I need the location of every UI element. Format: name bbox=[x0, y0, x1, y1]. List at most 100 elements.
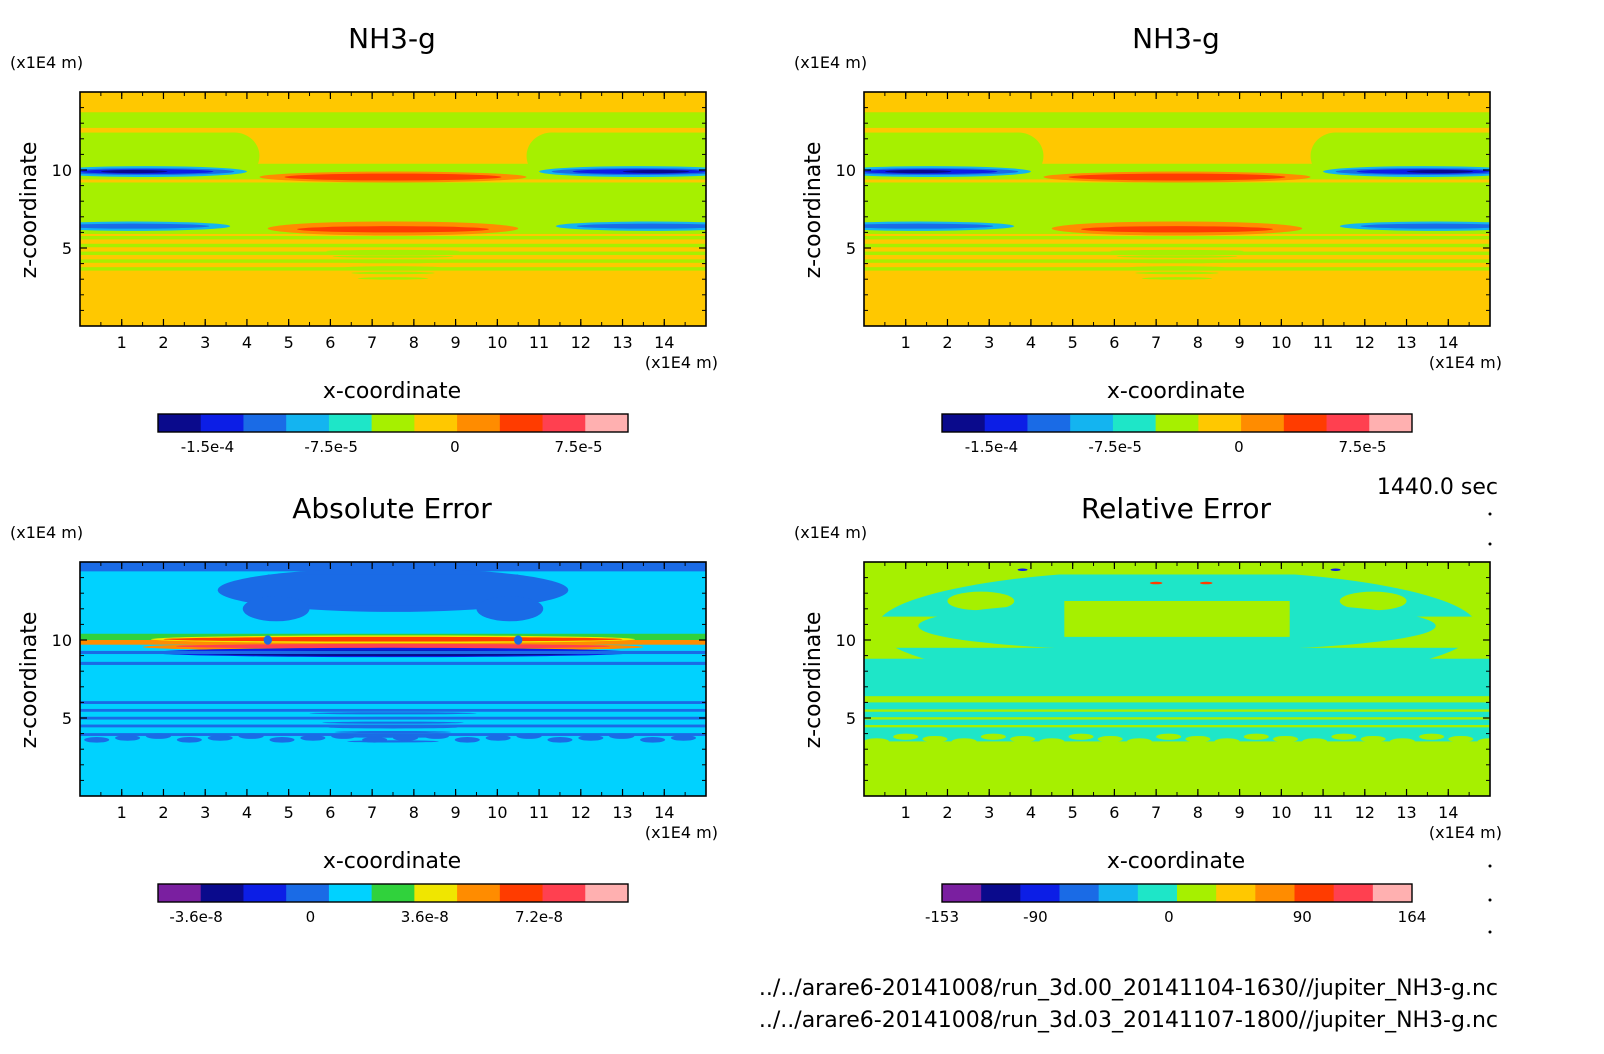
x-tick-label: 5 bbox=[284, 333, 294, 352]
x-unit-label: (x1E4 m) bbox=[1429, 823, 1502, 842]
contour-blob bbox=[80, 223, 210, 229]
contour-blob bbox=[578, 735, 604, 741]
x-tick-label: 7 bbox=[367, 803, 377, 822]
colorbar-swatch bbox=[1137, 884, 1178, 902]
contour-field bbox=[80, 92, 706, 326]
contour-blob bbox=[1406, 170, 1474, 174]
x-tick-label: 14 bbox=[1438, 803, 1458, 822]
colorbar-swatch bbox=[1177, 884, 1217, 902]
contour-blob bbox=[84, 737, 110, 743]
colorbar-label: 3.6e-8 bbox=[401, 908, 449, 926]
contour-blob bbox=[1243, 733, 1269, 740]
colorbar-label: 164 bbox=[1398, 908, 1427, 926]
y-tick-label: 5 bbox=[62, 239, 72, 258]
colorbar-swatch bbox=[499, 884, 544, 902]
x-axis-label: x-coordinate bbox=[1107, 379, 1245, 404]
contour-blob bbox=[485, 735, 511, 741]
x-unit-label: (x1E4 m) bbox=[1429, 353, 1502, 372]
x-tick-label: 6 bbox=[325, 803, 335, 822]
contour-blob bbox=[1448, 735, 1474, 743]
colorbar-label: -153 bbox=[925, 908, 959, 926]
colorbar-swatch bbox=[1255, 884, 1295, 902]
edge-dot bbox=[1488, 512, 1492, 516]
x-tick-label: 6 bbox=[1109, 803, 1119, 822]
contour-blob bbox=[351, 271, 435, 275]
contour-blob bbox=[1017, 568, 1028, 572]
x-tick-label: 9 bbox=[1235, 333, 1245, 352]
colorbar-frame bbox=[941, 883, 1413, 903]
x-tick-label: 14 bbox=[1438, 333, 1458, 352]
x-tick-label: 5 bbox=[1068, 333, 1078, 352]
x-tick-label: 3 bbox=[200, 803, 210, 822]
x-tick-label: 13 bbox=[612, 333, 632, 352]
contour-blob bbox=[176, 737, 202, 743]
x-tick-label: 12 bbox=[1355, 333, 1375, 352]
contour-blob bbox=[1339, 591, 1407, 611]
x-tick-label: 12 bbox=[1355, 803, 1375, 822]
x-tick-label: 6 bbox=[325, 333, 335, 352]
contour-blob bbox=[1331, 733, 1357, 740]
colorbar-swatch bbox=[542, 884, 586, 902]
contour-blob bbox=[1039, 738, 1065, 745]
colorbar-swatch bbox=[1198, 414, 1242, 432]
contour-blob bbox=[622, 170, 690, 174]
colorbar-label: -90 bbox=[1023, 908, 1048, 926]
colorbar-swatch bbox=[1216, 884, 1256, 902]
y-tick-label: 5 bbox=[62, 709, 72, 728]
chart-title: NH3-g bbox=[348, 22, 436, 55]
colorbar-swatch bbox=[1372, 884, 1413, 902]
colorbar-swatch bbox=[328, 884, 373, 902]
colorbar-swatch bbox=[542, 414, 586, 432]
contour-blob bbox=[100, 170, 168, 174]
colorbar-label: 7.5e-5 bbox=[555, 438, 603, 456]
colorbar-swatch bbox=[1070, 414, 1114, 432]
x-unit-label: (x1E4 m) bbox=[645, 353, 718, 372]
contour-blob bbox=[893, 733, 919, 740]
x-tick-label: 1 bbox=[901, 333, 911, 352]
x-tick-label: 8 bbox=[1193, 803, 1203, 822]
contour-blob bbox=[980, 733, 1006, 740]
contour-blob bbox=[338, 260, 448, 264]
colorbar-swatch bbox=[1112, 414, 1157, 432]
colorbar-label: 0 bbox=[1164, 908, 1174, 926]
contour-band bbox=[80, 650, 706, 655]
contour-blob bbox=[576, 223, 706, 229]
contour-blob bbox=[1199, 581, 1213, 585]
y-axis-label: z-coordinate bbox=[801, 612, 826, 749]
contour-blob bbox=[423, 733, 449, 739]
file-path-1: ../../arare6-20141008/run_3d.00_20141104… bbox=[759, 976, 1498, 1001]
contour-band bbox=[864, 267, 1490, 271]
colorbar-swatch bbox=[585, 884, 629, 902]
contour-band bbox=[80, 182, 706, 225]
colorbar-swatch bbox=[499, 414, 544, 432]
colorbar-swatch bbox=[158, 414, 202, 432]
colorbar-swatch bbox=[200, 884, 244, 902]
contour-field bbox=[80, 562, 706, 796]
contour-blob bbox=[284, 173, 502, 181]
colorbar-frame bbox=[157, 883, 629, 903]
x-tick-label: 14 bbox=[654, 333, 674, 352]
contour-blob bbox=[609, 733, 635, 739]
contour-blob bbox=[309, 712, 477, 715]
contour-blob bbox=[322, 721, 464, 724]
x-tick-label: 7 bbox=[1151, 803, 1161, 822]
contour-band bbox=[80, 163, 706, 180]
colorbar-swatch bbox=[328, 414, 373, 432]
contour-blob bbox=[1072, 116, 1282, 124]
colorbar-label: -7.5e-5 bbox=[1088, 438, 1141, 456]
contour-blob bbox=[1129, 266, 1225, 269]
x-tick-label: 4 bbox=[1026, 803, 1036, 822]
contour-band bbox=[80, 235, 706, 240]
x-tick-label: 10 bbox=[1271, 333, 1291, 352]
contour-band bbox=[864, 235, 1490, 240]
contour-band bbox=[80, 101, 706, 110]
contour-blob bbox=[115, 735, 141, 741]
contour-band bbox=[80, 243, 706, 248]
contour-band bbox=[864, 101, 1490, 110]
contour-blob bbox=[476, 596, 544, 622]
contour-band bbox=[80, 267, 706, 271]
colorbar-label: 0 bbox=[1234, 438, 1244, 456]
colorbar-swatch bbox=[286, 884, 330, 902]
x-tick-label: 3 bbox=[984, 333, 994, 352]
